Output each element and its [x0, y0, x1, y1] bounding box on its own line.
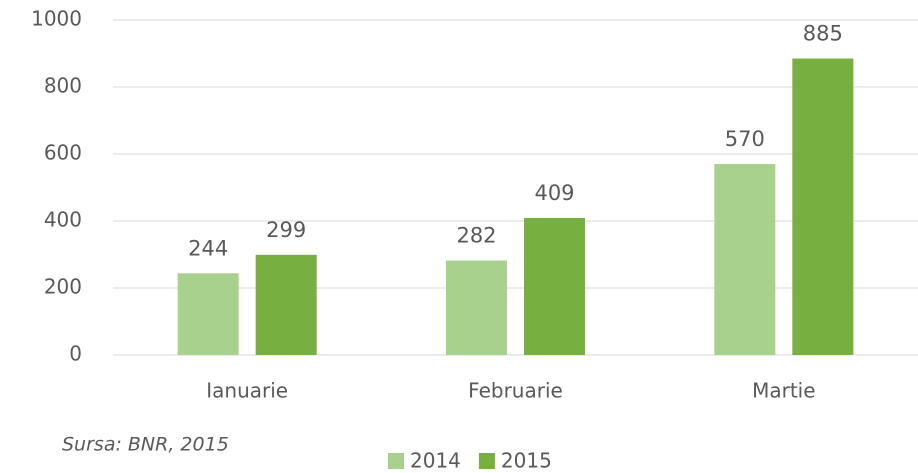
bar [255, 254, 317, 355]
value-label: 885 [803, 22, 843, 46]
bar [792, 58, 854, 356]
y-tick-label: 1000 [31, 7, 82, 31]
y-tick-label: 200 [44, 275, 82, 299]
x-tick-label: Februarie [468, 379, 563, 403]
value-label: 409 [534, 181, 574, 205]
bar [524, 217, 585, 355]
legend-label: 2014 [410, 449, 461, 473]
source-note: Sursa: BNR, 2015 [62, 434, 229, 456]
y-tick-label: 400 [44, 208, 82, 232]
bar [714, 164, 776, 355]
bar [446, 260, 507, 355]
legend-swatch [388, 453, 404, 469]
x-tick-label: Ianuarie [206, 379, 288, 403]
value-label: 244 [188, 236, 228, 260]
y-tick-label: 800 [44, 74, 82, 98]
y-tick-label: 600 [44, 141, 82, 165]
legend-swatch [478, 453, 495, 469]
value-label: 570 [725, 127, 765, 151]
value-label: 299 [266, 218, 306, 242]
legend-label: 2015 [501, 449, 552, 473]
x-tick-label: Martie [752, 379, 815, 403]
value-label: 282 [456, 224, 496, 248]
y-tick-label: 0 [69, 342, 82, 366]
bar [177, 273, 239, 355]
